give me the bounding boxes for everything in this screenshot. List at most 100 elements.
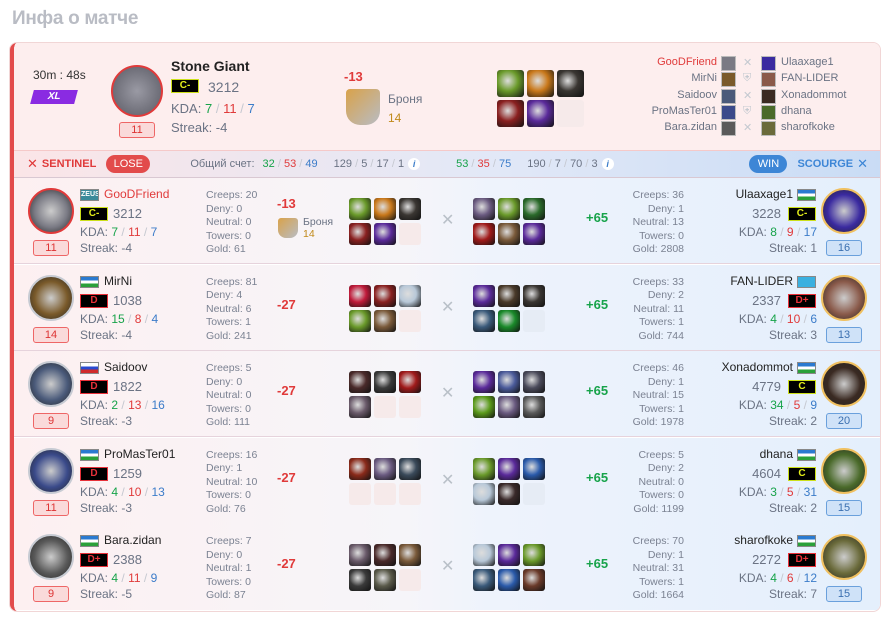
item-icon[interactable] <box>349 284 371 307</box>
item-icon[interactable] <box>349 569 371 591</box>
item-icon[interactable] <box>473 223 495 245</box>
lineup-left-player[interactable]: MirNi <box>691 72 717 85</box>
lineup-right-player[interactable]: Ulaaxage1 <box>781 56 834 68</box>
item-icon[interactable] <box>498 371 520 393</box>
item-icon[interactable] <box>523 396 545 418</box>
stat-creeps: Creeps: 5 <box>206 362 252 374</box>
item-icon[interactable] <box>523 544 545 566</box>
item-icon[interactable] <box>523 457 545 480</box>
player-name[interactable]: Saidoov <box>104 360 148 374</box>
hero-avatar[interactable] <box>28 188 74 234</box>
empty-item-slot <box>523 309 545 332</box>
item-icon[interactable] <box>473 457 495 480</box>
item-icon[interactable] <box>349 371 371 393</box>
player-name[interactable]: GooDFriend <box>104 187 170 201</box>
lineup-right-player[interactable]: sharofkoke <box>781 121 835 134</box>
lineup-left-player[interactable]: Saidoov <box>677 88 717 101</box>
hero-avatar[interactable] <box>28 534 74 580</box>
lineup-left-player[interactable]: GooDFriend <box>657 56 717 68</box>
hero-avatar[interactable] <box>28 361 74 407</box>
hero-thumb-icon <box>761 121 776 137</box>
item-icon[interactable] <box>498 569 520 591</box>
item-icon[interactable] <box>473 544 495 566</box>
player-name[interactable]: MirNi <box>104 273 132 288</box>
item-icon[interactable] <box>497 70 524 97</box>
hero-avatar[interactable] <box>821 447 867 494</box>
stat-gold: Gold: 2808 <box>632 243 684 256</box>
item-icon[interactable] <box>473 198 495 220</box>
lineup-left-player[interactable]: ProMasTer01 <box>651 104 717 117</box>
sentinel-info-icon[interactable]: i <box>408 158 421 170</box>
versus-swords-icon: ✕ <box>441 385 455 402</box>
match-summary: 30m : 48s XL 11 Stone Giant C- 3212 KDA:… <box>14 43 880 150</box>
item-icon[interactable] <box>349 544 371 566</box>
item-icon[interactable] <box>498 284 520 307</box>
hero-avatar[interactable] <box>821 534 867 580</box>
lineup-left-player[interactable]: Bara.zidan <box>664 121 717 134</box>
item-icon[interactable] <box>399 198 421 220</box>
item-icon[interactable] <box>349 396 371 418</box>
item-icon[interactable] <box>498 544 520 566</box>
item-icon[interactable] <box>349 223 371 245</box>
item-icon[interactable] <box>498 457 520 480</box>
item-icon[interactable] <box>498 309 520 332</box>
lineup-right-player[interactable]: Xonadommot <box>781 88 847 101</box>
item-icon[interactable] <box>374 284 396 307</box>
player-name[interactable]: ProMasTer01 <box>104 446 176 461</box>
item-icon[interactable] <box>473 309 495 332</box>
item-icon[interactable] <box>349 198 371 220</box>
item-icon[interactable] <box>557 70 584 97</box>
item-icon[interactable] <box>374 569 396 591</box>
hero-level: 11 <box>33 240 69 256</box>
hero-avatar[interactable] <box>28 447 74 494</box>
item-icon[interactable] <box>399 457 421 480</box>
stat-neutral: Neutral: 31 <box>632 562 684 575</box>
item-icon[interactable] <box>374 309 396 332</box>
stat-towers: Towers: 1 <box>639 575 684 588</box>
item-icon[interactable] <box>399 284 421 307</box>
hero-avatar[interactable] <box>821 188 867 234</box>
swords-icon: ✕ <box>743 57 753 69</box>
player-name[interactable]: Bara.zidan <box>104 533 162 547</box>
item-icon[interactable] <box>498 223 520 245</box>
item-icon[interactable] <box>527 70 554 97</box>
lineup-right-player[interactable]: dhana <box>781 104 812 117</box>
scourge-info-icon[interactable]: i <box>601 158 614 170</box>
item-icon[interactable] <box>523 569 545 591</box>
item-icon[interactable] <box>523 223 545 245</box>
hero-avatar[interactable] <box>821 361 867 407</box>
player-row: 11 ProMasTer01 D 1259 KDA: 4 / 10 / 13 Streak… <box>14 437 880 524</box>
scourge-swords-icon: ✕ <box>857 156 868 171</box>
player-name[interactable]: FAN-LIDER <box>730 273 793 288</box>
item-icon[interactable] <box>473 482 495 505</box>
item-icon[interactable] <box>523 371 545 393</box>
item-icon[interactable] <box>523 198 545 220</box>
item-icon[interactable] <box>473 396 495 418</box>
item-icon[interactable] <box>473 371 495 393</box>
item-icon[interactable] <box>374 198 396 220</box>
item-icon[interactable] <box>527 100 554 127</box>
item-icon[interactable] <box>498 198 520 220</box>
item-icon[interactable] <box>399 544 421 566</box>
player-name[interactable]: dhana <box>759 446 793 461</box>
item-icon[interactable] <box>498 482 520 505</box>
item-icon[interactable] <box>473 569 495 591</box>
item-icon[interactable] <box>374 457 396 480</box>
item-icon[interactable] <box>497 100 524 127</box>
stat-towers: Towers: 1 <box>639 316 684 329</box>
item-icon[interactable] <box>349 309 371 332</box>
item-icon[interactable] <box>349 457 371 480</box>
item-icon[interactable] <box>399 371 421 393</box>
hero-avatar[interactable] <box>28 274 74 321</box>
item-icon[interactable] <box>473 284 495 307</box>
item-icon[interactable] <box>523 284 545 307</box>
item-icon[interactable] <box>374 544 396 566</box>
item-icon[interactable] <box>498 396 520 418</box>
item-icon[interactable] <box>374 223 396 245</box>
item-icon[interactable] <box>374 371 396 393</box>
player-name[interactable]: Ulaaxage1 <box>735 187 793 201</box>
player-name[interactable]: Xonadommot <box>721 360 793 374</box>
hero-avatar[interactable] <box>821 274 867 321</box>
player-name[interactable]: sharofkoke <box>734 533 793 547</box>
lineup-right-player[interactable]: FAN-LIDER <box>781 72 839 85</box>
